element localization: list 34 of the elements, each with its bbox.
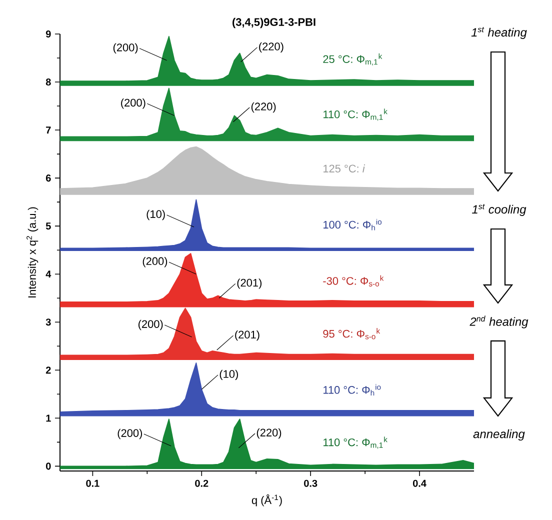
annotation: (201) (237, 278, 262, 289)
annotation: (200) (113, 43, 138, 54)
annotation: 2$^{nd}$ heating (470, 316, 528, 328)
y-axis-title: Intensity x q$^{2}$ (a.u.) (26, 207, 38, 298)
annotation: (220) (251, 102, 276, 113)
x-tick-label: 0.4 (413, 480, 426, 487)
y-tick-label: 4 (46, 270, 52, 278)
annotation: (220) (256, 428, 282, 439)
annotation: (200) (142, 256, 168, 268)
annotation: 1$^{st}$ heating (471, 27, 527, 39)
annotation: (10) (220, 370, 238, 380)
y-tick-label: 3 (46, 318, 51, 326)
annotation: (201) (235, 330, 260, 341)
y-tick-label: 5 (46, 222, 51, 230)
y-tick-label: 0 (46, 462, 51, 470)
annotation: (220) (259, 42, 284, 53)
y-tick-label: 6 (46, 174, 51, 182)
annotation: (200) (118, 428, 142, 440)
y-tick-label: 2 (46, 366, 51, 374)
annotation: (10) (146, 210, 165, 220)
x-tick-label: 0.3 (304, 480, 318, 487)
series-label: 125 °C: i (324, 164, 366, 172)
y-tick-label: 9 (46, 30, 51, 38)
x-tick-label: 0.2 (195, 480, 208, 487)
y-tick-label: 7 (46, 126, 51, 134)
annotation: (200) (121, 98, 146, 109)
x-tick-label: 0.1 (86, 480, 100, 487)
chart-title: (3,4,5)9G1-3-PBI (232, 18, 316, 28)
y-tick-label: 1 (46, 414, 51, 422)
annotation: (200) (138, 320, 163, 330)
y-tick-label: 8 (46, 78, 51, 86)
x-axis-title: q (Å$^{-1}$) (252, 494, 282, 506)
annotation: 1$^{st}$ cooling (472, 204, 526, 216)
annotation: annealing (473, 429, 525, 441)
